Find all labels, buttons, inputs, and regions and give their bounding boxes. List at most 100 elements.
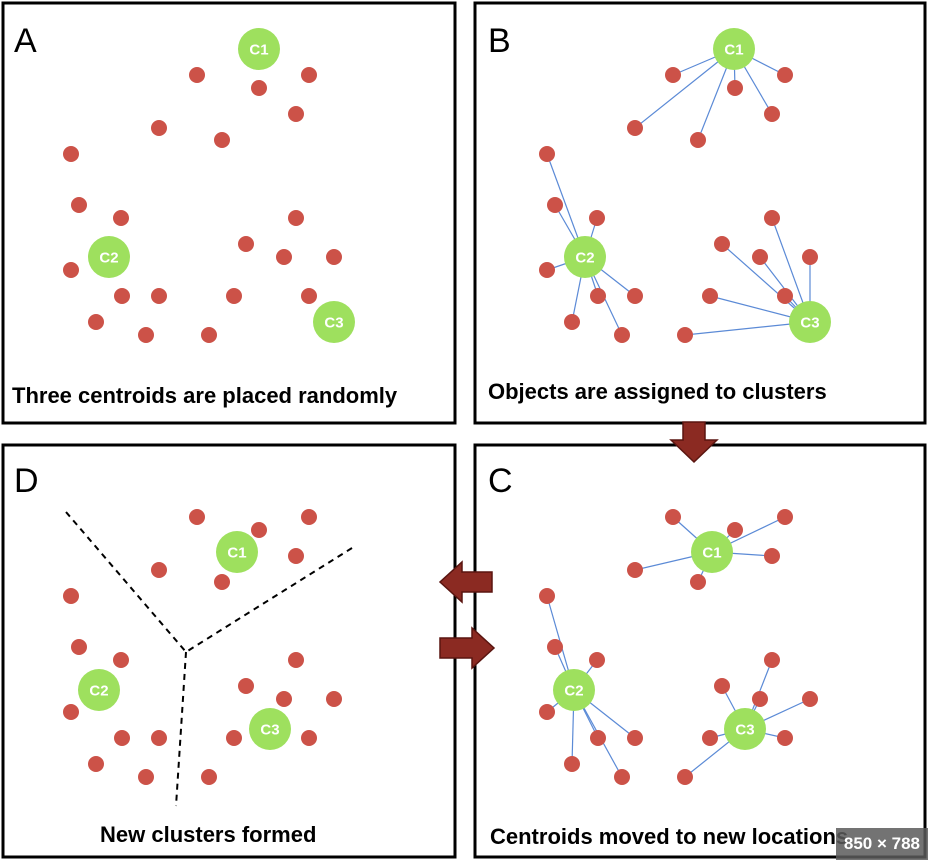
panel-a-point	[251, 80, 267, 96]
arrow-down-b-to-c	[669, 421, 719, 464]
panel-b-link	[634, 48, 735, 129]
panel-a-point	[138, 327, 154, 343]
panel-b-centroid-c1-circle	[713, 28, 755, 70]
panel-a-centroid-c1-circle	[238, 28, 280, 70]
panel-c	[473, 443, 927, 859]
panel-a-centroid-c1-label: C1	[249, 42, 268, 59]
panel-a-point	[151, 120, 167, 136]
panel-b-centroid-c3-label: C3	[800, 315, 819, 332]
panel-a-point	[201, 327, 217, 343]
panel-c-point	[702, 730, 718, 746]
panel-d-point	[251, 522, 267, 538]
panel-d-boundary-line	[65, 511, 187, 653]
panel-b-point	[752, 249, 768, 265]
panel-a-point	[88, 314, 104, 330]
panel-b-letter: B	[488, 22, 511, 60]
panel-b-point	[539, 262, 555, 278]
panel-c-centroid-c3: C3	[724, 708, 766, 750]
panel-a-letter: A	[14, 22, 37, 60]
panel-a-centroid-c2: C2	[88, 236, 130, 278]
panel-d-centroid-c2-circle	[78, 669, 120, 711]
panel-b-point	[547, 197, 563, 213]
arrow-left-c-to-d	[438, 560, 493, 604]
panel-b-point	[777, 288, 793, 304]
panel-c-point	[564, 756, 580, 772]
panel-c-centroid-c3-label: C3	[735, 722, 754, 739]
panel-d-point	[114, 730, 130, 746]
panel-d-point	[288, 548, 304, 564]
panel-c-point	[764, 652, 780, 668]
panel-c-point	[714, 678, 730, 694]
panel-c-point	[547, 639, 563, 655]
panel-c-centroid-c3-circle	[724, 708, 766, 750]
panel-d-centroid-c3-label: C3	[260, 722, 279, 739]
panel-c-centroid-c1-label: C1	[702, 545, 721, 562]
panel-c-caption: Centroids moved to new locations	[490, 824, 848, 849]
panel-d-point	[189, 509, 205, 525]
panel-b-point	[802, 249, 818, 265]
panel-a-point	[189, 67, 205, 83]
panel-b-caption: Objects are assigned to clusters	[488, 379, 827, 404]
panel-a-centroid-c2-label: C2	[99, 250, 118, 267]
panel-b-point	[627, 288, 643, 304]
panel-b-point	[539, 146, 555, 162]
panel-d-point	[151, 730, 167, 746]
panel-d-centroid-c1-label: C1	[227, 545, 246, 562]
panel-d-point	[326, 691, 342, 707]
panel-d-point	[63, 588, 79, 604]
panel-a-point	[71, 197, 87, 213]
panel-c-point	[802, 691, 818, 707]
panel-a-centroid-c2-circle	[88, 236, 130, 278]
panel-b-centroid-c2: C2	[564, 236, 606, 278]
panel-a-point	[214, 132, 230, 148]
panel-a-point	[288, 210, 304, 226]
panel-b-point	[627, 120, 643, 136]
panel-a-point	[226, 288, 242, 304]
panel-d-point	[71, 639, 87, 655]
panel-c-point	[764, 548, 780, 564]
panel-c-point	[627, 562, 643, 578]
panel-d-centroid-c2: C2	[78, 669, 120, 711]
panel-b-centroid-c2-circle	[564, 236, 606, 278]
panel-a-centroid-c1: C1	[238, 28, 280, 70]
panel-d-centroid-c3: C3	[249, 708, 291, 750]
panel-b-centroid-c3-circle	[789, 301, 831, 343]
data-points	[63, 67, 818, 785]
panel-c-point	[727, 522, 743, 538]
panel-b-point	[614, 327, 630, 343]
panel-d-point	[88, 756, 104, 772]
panel-d-point	[301, 730, 317, 746]
panel-a-point	[301, 288, 317, 304]
panel-c-centroid-c2: C2	[553, 669, 595, 711]
panel-a-centroid-c3: C3	[313, 301, 355, 343]
panel-b-point	[665, 67, 681, 83]
panel-c-point	[539, 588, 555, 604]
panel-a-centroid-c3-circle	[313, 301, 355, 343]
panel-d-centroid-c1: C1	[216, 531, 258, 573]
panel-a-point	[301, 67, 317, 83]
panel-c-point	[589, 652, 605, 668]
panel-c-centroid-c1: C1	[691, 531, 733, 573]
panel-a-point	[326, 249, 342, 265]
panel-a-point	[63, 262, 79, 278]
panel-b-point	[714, 236, 730, 252]
panel-b-point	[590, 288, 606, 304]
panel-c-point	[777, 509, 793, 525]
panel-c-centroid-c2-label: C2	[564, 683, 583, 700]
panel-d-centroid-c3-circle	[249, 708, 291, 750]
panel-c-centroid-c1-circle	[691, 531, 733, 573]
panel-c-point	[614, 769, 630, 785]
panel-c-point	[777, 730, 793, 746]
panel-d-point	[214, 574, 230, 590]
panel-b-centroid-c1: C1	[713, 28, 755, 70]
panel-a-point	[151, 288, 167, 304]
panel-d-point	[201, 769, 217, 785]
panel-d-point	[238, 678, 254, 694]
cluster-boundaries	[65, 511, 353, 807]
panel-c-point	[677, 769, 693, 785]
panel-a-point	[276, 249, 292, 265]
panel-b-centroid-c3: C3	[789, 301, 831, 343]
panel-d-point	[288, 652, 304, 668]
panel-b-point	[764, 106, 780, 122]
